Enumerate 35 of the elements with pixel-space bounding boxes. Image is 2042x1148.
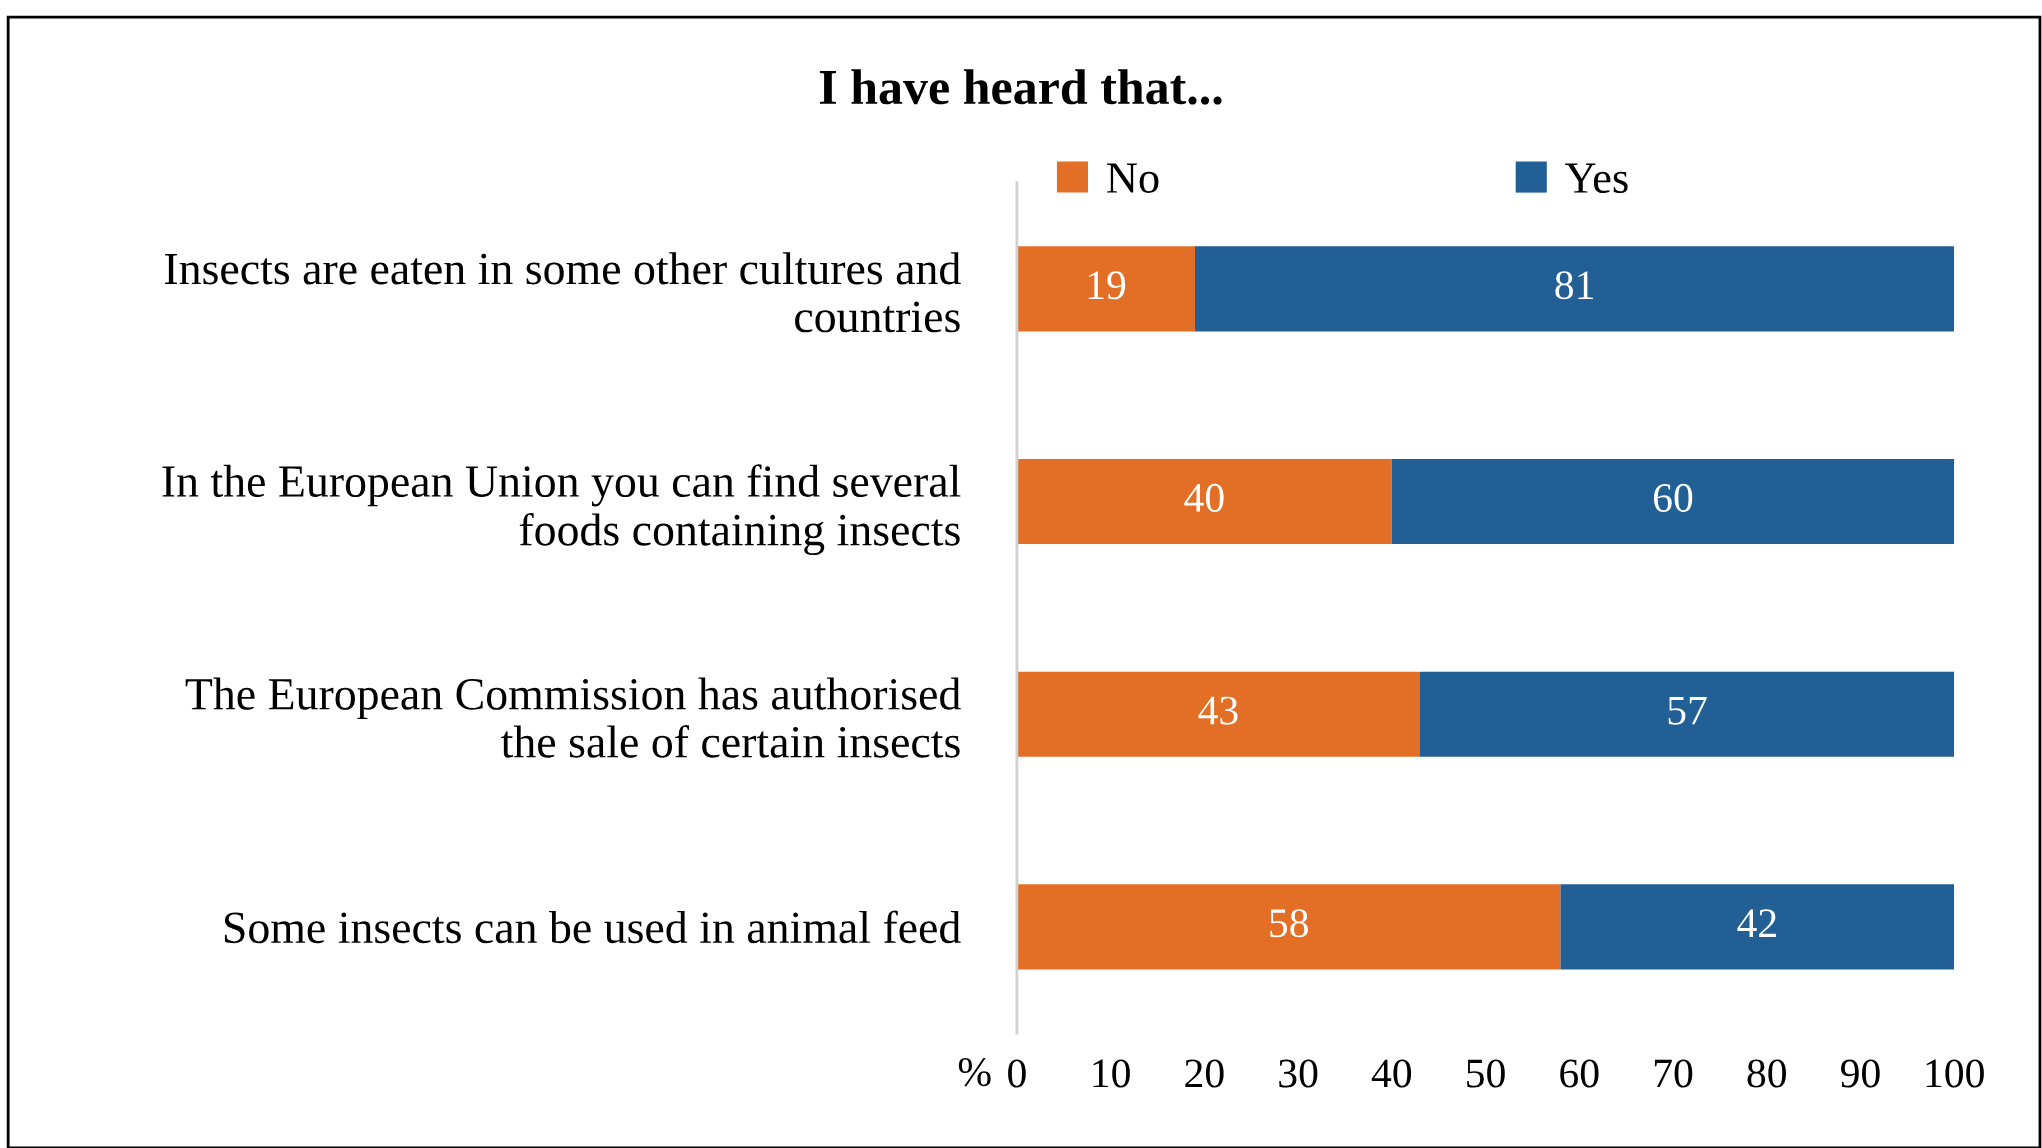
x-tick-label: 90 [1840,1059,1880,1088]
data-label: 57 [1668,696,1707,725]
legend-label: No [1107,163,1159,194]
y-tick-label: Insects are eaten in some other cultures and countries [165,252,961,333]
x-tick-label: 30 [1279,1059,1318,1088]
x-tick-label: 100 [1926,1059,1984,1088]
x-tick-label: 40 [1371,1059,1412,1088]
x-tick-label: 70 [1654,1059,1693,1088]
bar [1016,459,1392,545]
x-tick-label: 10 [1093,1059,1130,1088]
data-label: 60 [1653,483,1693,512]
chart-title: I have heard that... [819,69,1222,105]
x-tick-label: 50 [1467,1059,1505,1088]
x-tick-label: 0 [1008,1059,1026,1088]
data-label: 42 [1737,909,1776,937]
y-tick-label: In the European Union you can find several foods containing insects [162,464,961,556]
bar [1195,246,1955,332]
data-label: 19 [1088,271,1126,300]
bar [1016,884,1561,970]
bar [1016,671,1420,757]
x-tick-label: 20 [1185,1059,1224,1088]
y-tick-label: The European Commission has authorised the sale of certain insects [185,677,961,758]
bar [1419,671,1955,757]
data-label: 43 [1198,696,1238,725]
y-tick-label: Some insects can be used in animal feed [224,910,961,944]
bar [1391,459,1955,545]
legend-label: Yes [1565,163,1628,194]
data-label: 40 [1184,483,1224,512]
data-label: 58 [1270,909,1308,938]
data-label: 81 [1555,271,1593,300]
x-tick-label: 80 [1747,1059,1786,1088]
bar [1560,884,1955,970]
bar [1016,246,1195,332]
x-tick-label: 60 [1560,1059,1599,1088]
x-axis-title: % [958,1058,991,1087]
